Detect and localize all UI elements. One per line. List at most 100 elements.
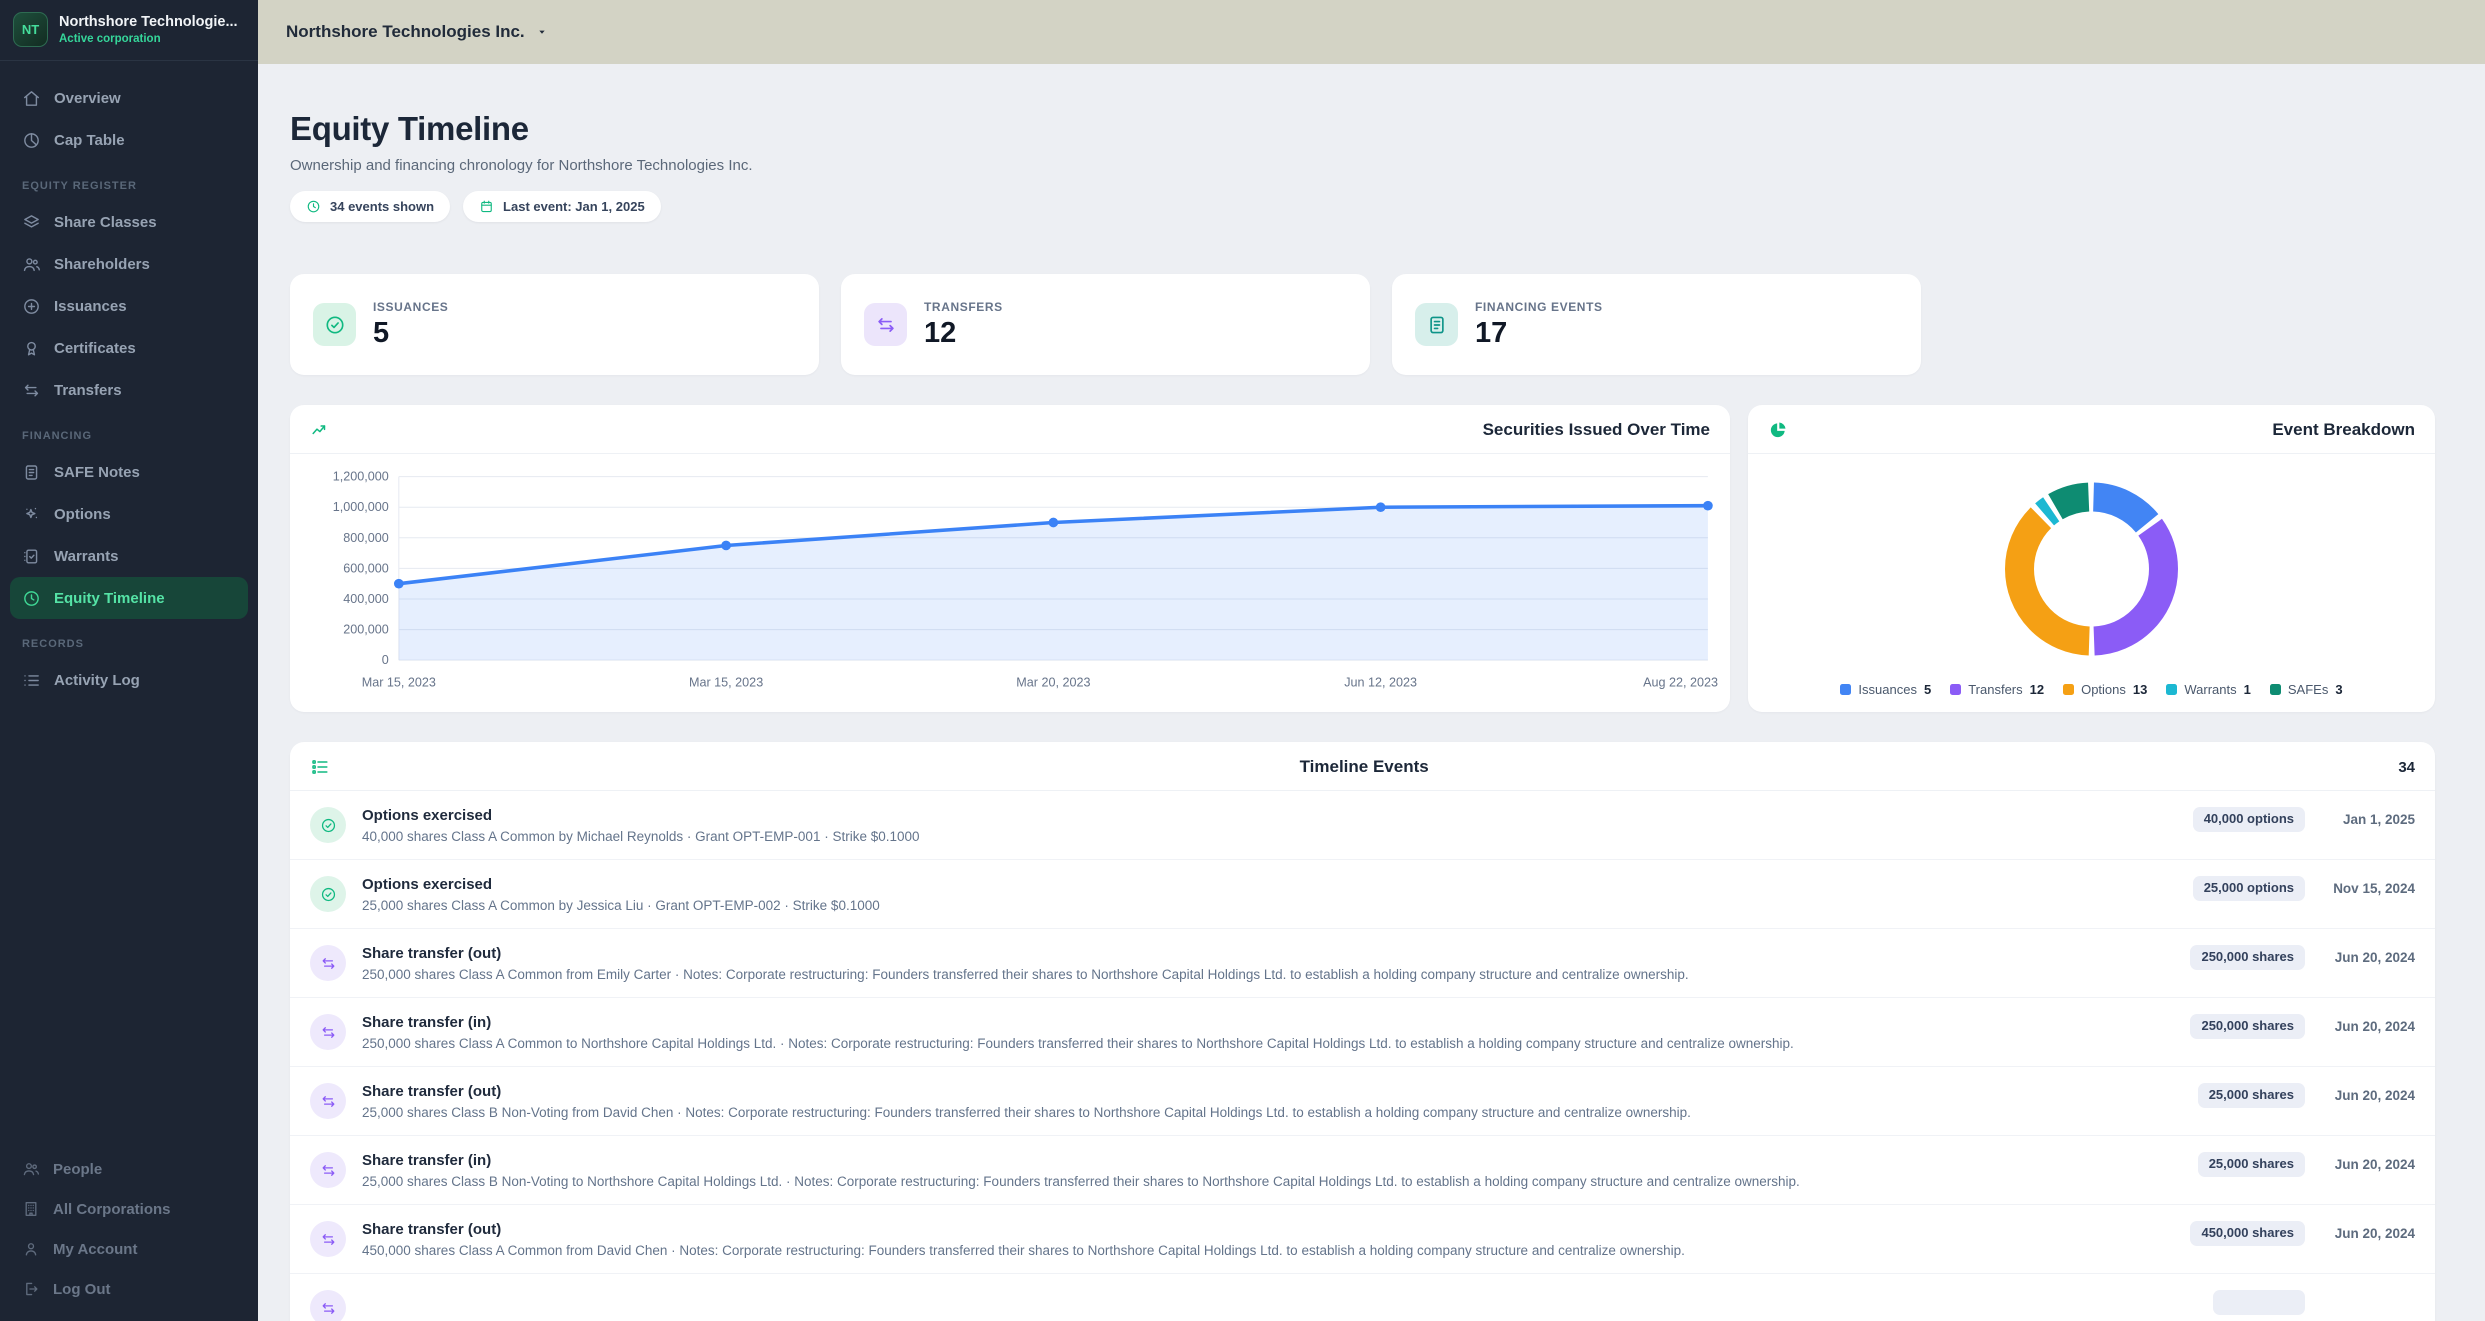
event-date: Nov 15, 2024 <box>2323 881 2415 896</box>
timeline-header: Timeline Events 34 <box>290 742 2435 791</box>
sidebar-item-warrants[interactable]: Warrants <box>10 535 248 577</box>
timeline-event-row[interactable]: Options exercised 25,000 shares Class A C… <box>290 859 2435 928</box>
timeline-title: Timeline Events <box>330 757 2398 777</box>
line-chart-title: Securities Issued Over Time <box>1483 420 1710 440</box>
legend-label: SAFEs <box>2288 682 2328 697</box>
sidebar-item-shareholders[interactable]: Shareholders <box>10 243 248 285</box>
sidebar-item-label: My Account <box>53 1241 137 1258</box>
sidebar-company-header[interactable]: NT Northshore Technologie... Active corp… <box>0 0 258 61</box>
sidebar-item-label: Activity Log <box>54 672 140 689</box>
event-subtitle: 25,000 shares Class B Non-Voting from Da… <box>362 1105 2182 1120</box>
company-logo: NT <box>13 12 48 47</box>
sidebar-item-transfers[interactable]: Transfers <box>10 369 248 411</box>
timeline-event-row[interactable] <box>290 1273 2435 1321</box>
event-title: Share transfer (out) <box>362 1083 2182 1100</box>
event-subtitle: 450,000 shares Class A Common from David… <box>362 1243 2174 1258</box>
stat-value: 5 <box>373 317 448 350</box>
events-count-label: 34 events shown <box>330 199 434 214</box>
event-text <box>362 1289 2197 1295</box>
svg-text:400,000: 400,000 <box>343 592 389 606</box>
sidebar-item-label: Share Classes <box>54 214 157 231</box>
legend-swatch <box>2063 684 2074 695</box>
plus-circle-icon <box>22 297 41 316</box>
sidebar-item-all-corporations[interactable]: All Corporations <box>10 1189 248 1229</box>
topbar: Northshore Technologies Inc. <box>258 0 2485 64</box>
charts-row: Securities Issued Over Time 0200,000400,… <box>290 405 2435 712</box>
stat-value: 17 <box>1475 317 1603 350</box>
sidebar-item-issuances[interactable]: Issuances <box>10 285 248 327</box>
file-text-icon <box>1415 303 1458 346</box>
event-date: Jun 20, 2024 <box>2323 1226 2415 1241</box>
event-subtitle: 25,000 shares Class A Common by Jessica … <box>362 898 2177 913</box>
pie-chart-icon <box>22 131 41 150</box>
event-text: Share transfer (in)25,000 shares Class B… <box>362 1151 2182 1189</box>
sidebar-item-safe-notes[interactable]: SAFE Notes <box>10 451 248 493</box>
sidebar-section-financing: FINANCING <box>10 411 248 451</box>
event-date: Jun 20, 2024 <box>2323 1157 2415 1172</box>
sidebar-item-activity-log[interactable]: Activity Log <box>10 659 248 701</box>
event-date: Jan 1, 2025 <box>2323 812 2415 827</box>
sidebar-item-label: Overview <box>54 90 121 107</box>
sidebar-item-share-classes[interactable]: Share Classes <box>10 201 248 243</box>
stat-label: FINANCING EVENTS <box>1475 300 1603 314</box>
legend-label: Issuances <box>1858 682 1917 697</box>
sidebar-item-overview[interactable]: Overview <box>10 77 248 119</box>
legend-swatch <box>2270 684 2281 695</box>
sidebar-item-people[interactable]: People <box>10 1149 248 1189</box>
timeline-event-row[interactable]: Share transfer (out)450,000 shares Class… <box>290 1204 2435 1273</box>
building-icon <box>22 1200 40 1218</box>
event-subtitle: 250,000 shares Class A Common from Emily… <box>362 967 2174 982</box>
stat-card-transfers: TRANSFERS 12 <box>841 274 1370 375</box>
main-content: Equity Timeline Ownership and financing … <box>258 64 2485 1321</box>
event-title: Share transfer (out) <box>362 945 2174 962</box>
last-event-label: Last event: Jan 1, 2025 <box>503 199 645 214</box>
svg-text:800,000: 800,000 <box>343 531 389 545</box>
event-meta: 40,000 optionsJan 1, 2025 <box>2193 806 2415 832</box>
event-title: Options exercised <box>362 807 2177 824</box>
sidebar-item-log-out[interactable]: Log Out <box>10 1269 248 1309</box>
legend-value: 13 <box>2133 682 2147 697</box>
sidebar-nav: OverviewCap TableEQUITY REGISTERShare Cl… <box>0 61 258 701</box>
sidebar-item-equity-timeline[interactable]: Equity Timeline <box>10 577 248 619</box>
stat-value: 12 <box>924 317 1003 350</box>
legend-value: 1 <box>2244 682 2251 697</box>
donut-chart-title: Event Breakdown <box>2272 420 2415 440</box>
check-circle-icon <box>310 876 346 912</box>
sidebar-item-label: People <box>53 1161 102 1178</box>
company-selector[interactable]: Northshore Technologies Inc. <box>286 22 550 42</box>
legend-swatch <box>1840 684 1851 695</box>
transfer-icon <box>864 303 907 346</box>
timeline-event-row[interactable]: Share transfer (out) 25,000 shares Class … <box>290 1066 2435 1135</box>
chart-legend: Issuances5Transfers12Options13Warrants1S… <box>1748 682 2435 712</box>
sidebar-item-certificates[interactable]: Certificates <box>10 327 248 369</box>
transfer-icon <box>310 1290 346 1321</box>
svg-text:Mar 15, 2023: Mar 15, 2023 <box>362 675 436 689</box>
event-meta: 450,000 sharesJun 20, 2024 <box>2190 1220 2415 1246</box>
event-text: Share transfer (out) 25,000 shares Class … <box>362 1082 2182 1120</box>
stat-cards: ISSUANCES 5 TRANSFERS 12 FINANCING EVENT… <box>290 274 2435 375</box>
sidebar-item-label: Shareholders <box>54 256 150 273</box>
sidebar-item-options[interactable]: Options <box>10 493 248 535</box>
timeline-event-row[interactable]: Share transfer (in)25,000 shares Class B… <box>290 1135 2435 1204</box>
event-quantity-badge: 250,000 shares <box>2190 945 2305 970</box>
stat-label: ISSUANCES <box>373 300 448 314</box>
event-text: Share transfer (out)450,000 shares Class… <box>362 1220 2174 1258</box>
timeline-count: 34 <box>2398 759 2415 776</box>
ordered-list-icon <box>310 757 330 777</box>
award-icon <box>22 339 41 358</box>
chevron-down-icon <box>534 24 550 40</box>
line-chart: 0200,000400,000600,000800,0001,000,0001,… <box>290 454 1730 713</box>
app-root: NT Northshore Technologie... Active corp… <box>0 0 2485 1321</box>
timeline-event-row[interactable]: Share transfer (out) 250,000 shares Class… <box>290 928 2435 997</box>
sidebar-item-my-account[interactable]: My Account <box>10 1229 248 1269</box>
timeline-event-row[interactable]: Options exercised40,000 shares Class A C… <box>290 791 2435 859</box>
event-date: Jun 20, 2024 <box>2323 1019 2415 1034</box>
event-meta: 25,000 sharesJun 20, 2024 <box>2198 1082 2415 1108</box>
home-icon <box>22 89 41 108</box>
timeline-event-row[interactable]: Share transfer (in)250,000 shares Class … <box>290 997 2435 1066</box>
event-title: Options exercised <box>362 876 2177 893</box>
transfer-icon <box>310 1014 346 1050</box>
company-name: Northshore Technologie... <box>59 14 238 30</box>
sidebar-item-cap-table[interactable]: Cap Table <box>10 119 248 161</box>
legend-swatch <box>1950 684 1961 695</box>
